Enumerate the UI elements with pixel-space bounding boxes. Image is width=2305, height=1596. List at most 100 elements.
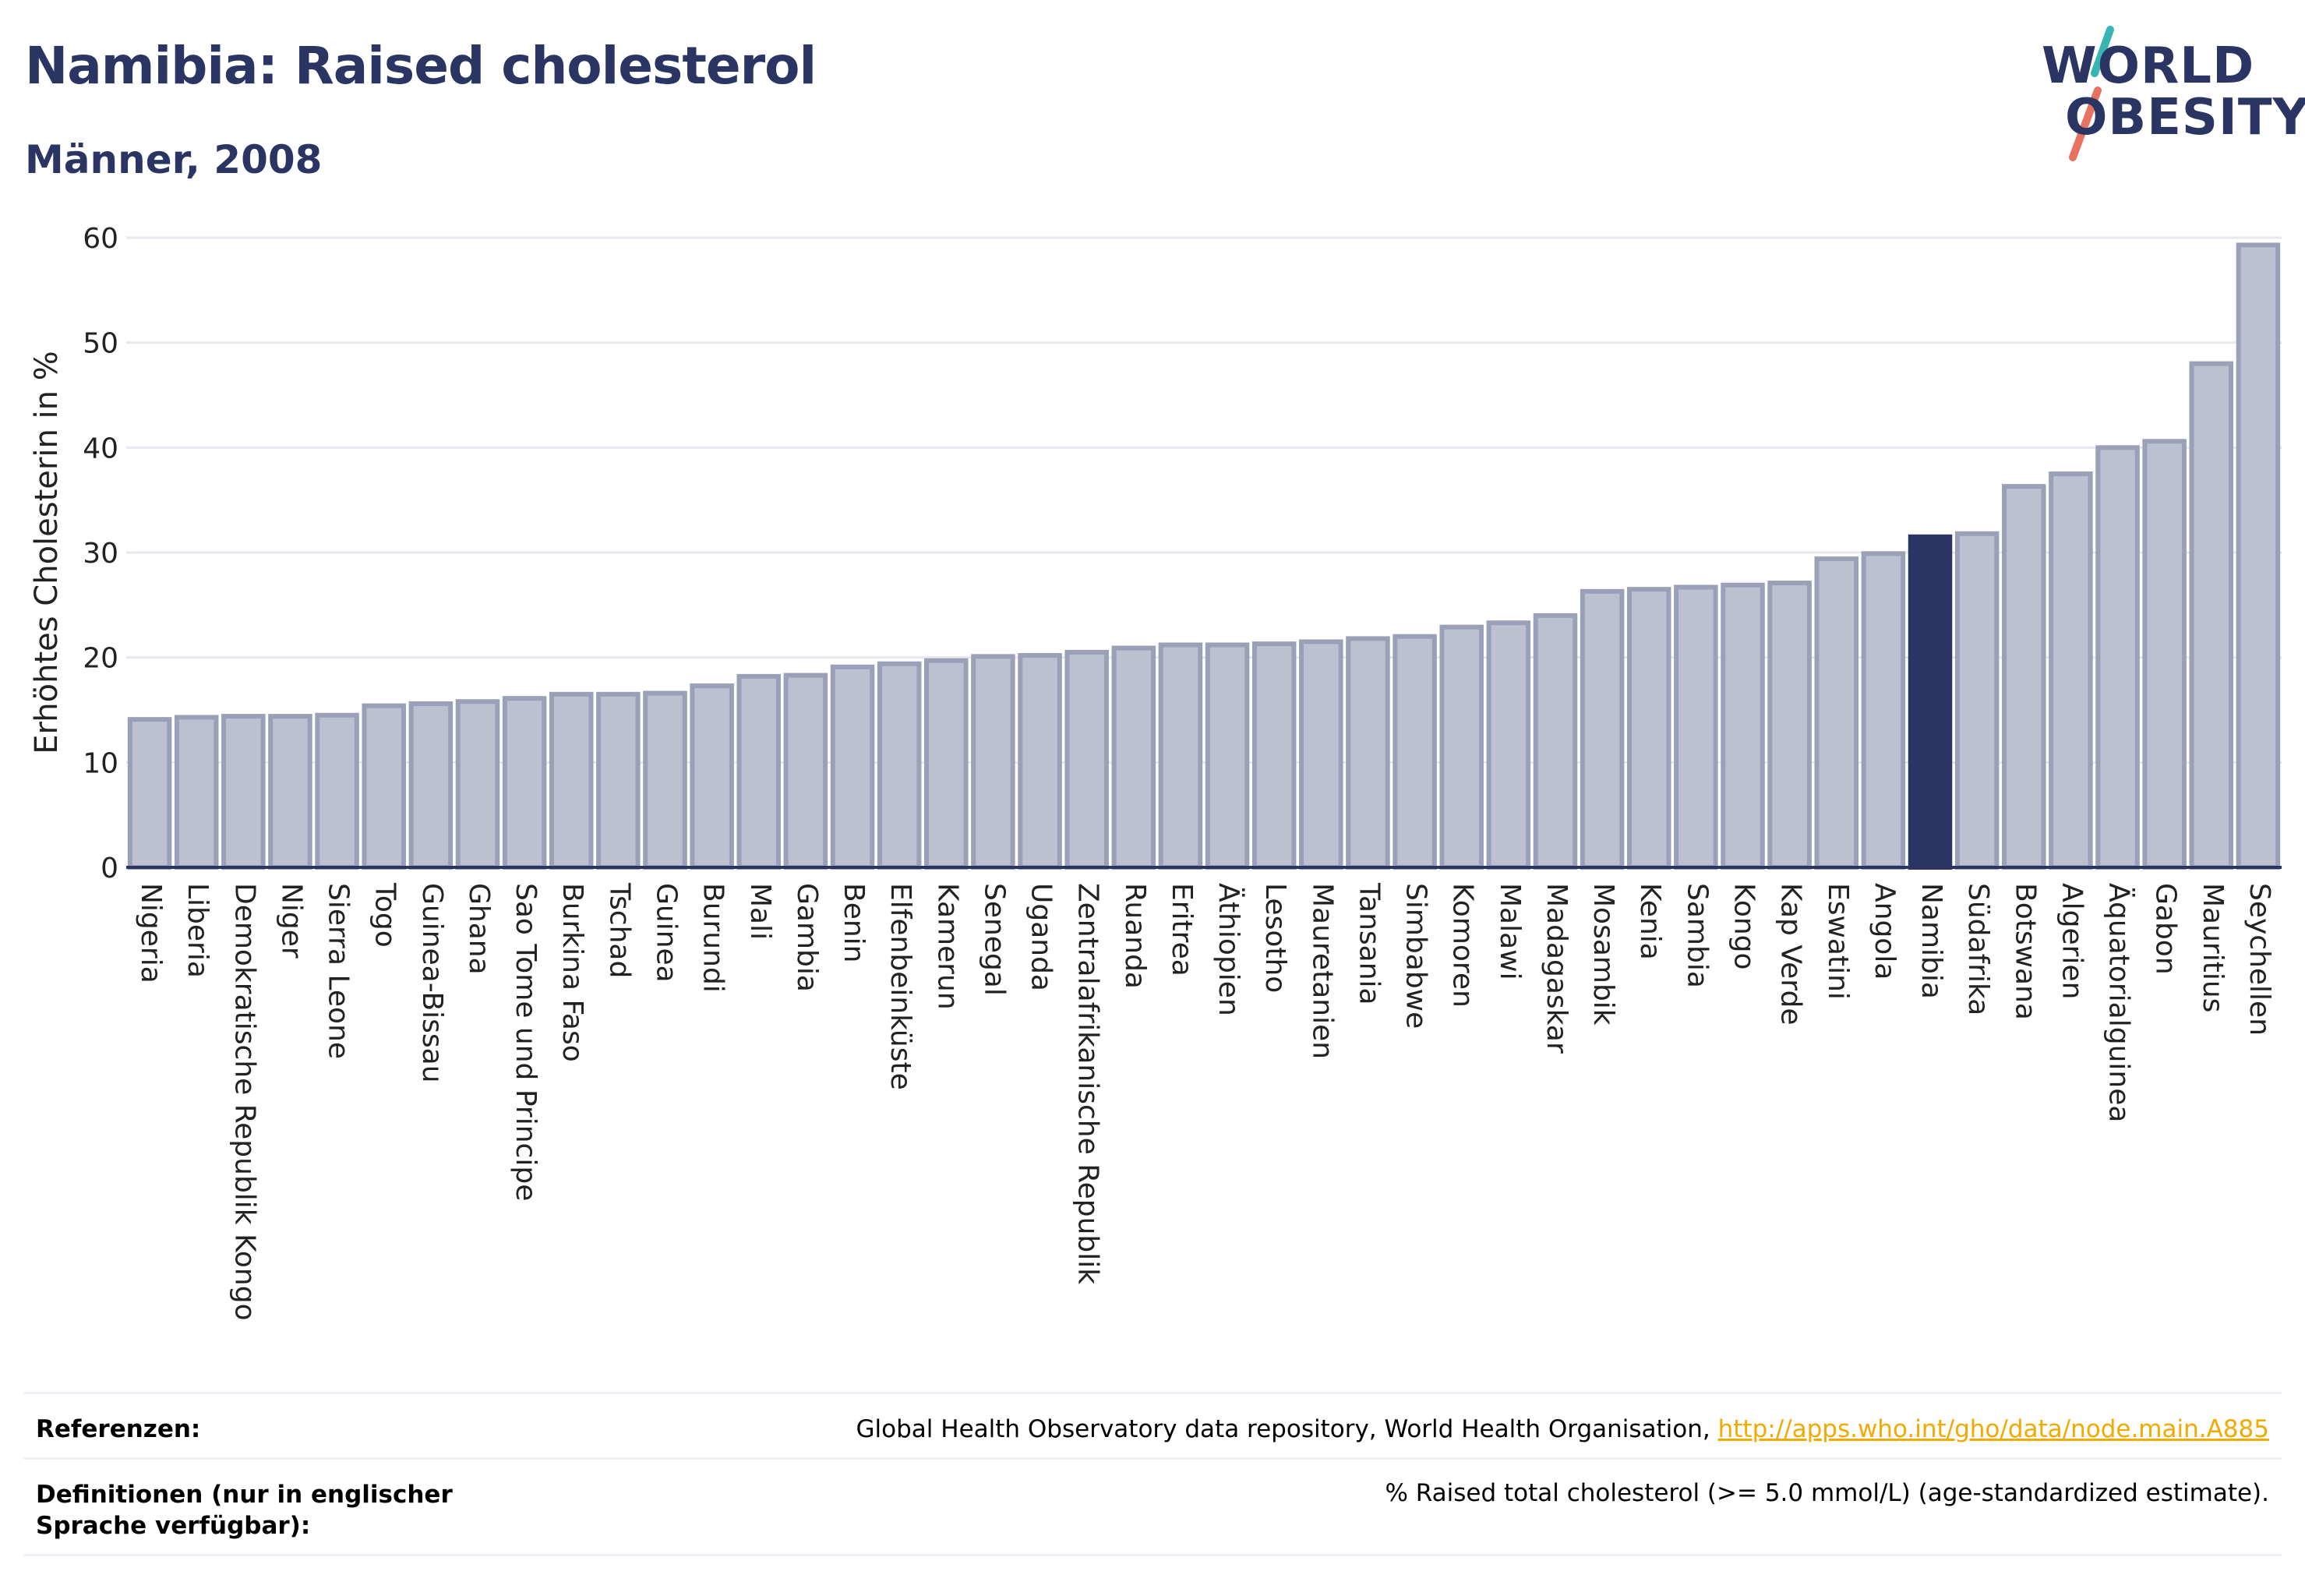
x-tick-label: Botswana [2009,883,2041,1020]
x-tick-label: Lesotho [1259,883,1291,993]
bar-sierra-leone[interactable] [315,712,359,870]
bar-kap-verde[interactable] [1767,581,1812,870]
footer-divider-middle [23,1457,2282,1460]
bar-kamerun[interactable] [924,658,969,870]
y-tick-label: 30 [83,538,118,570]
bar-kongo[interactable] [1721,582,1765,870]
bar-malawi[interactable] [1486,620,1531,870]
x-tick-label: Nigeria [135,883,167,983]
references-source: Global Health Observatory data repositor… [856,1415,1718,1443]
logo-slash-icon [2069,26,2114,161]
x-tick-label: Mauritius [2197,883,2229,1012]
references-link[interactable]: http://apps.who.int/gho/data/node.main.A… [1717,1415,2269,1443]
bar-südafrika[interactable] [1954,531,2000,870]
x-tick-label: Burundi [697,883,729,993]
bar-ghana[interactable] [455,699,500,870]
bar-eswatini[interactable] [1814,556,1859,870]
bar-madagaskar[interactable] [1533,613,1578,870]
bar-seychellen[interactable] [2236,242,2281,870]
bar-burundi[interactable] [690,683,734,870]
x-tick-label: Sierra Leone [323,883,355,1059]
x-tick-label: Togo [369,882,401,948]
x-tick-label: Ghana [463,883,495,975]
x-tick-label: Angola [1869,883,1901,980]
definitions-text: % Raised total cholesterol (>= 5.0 mmol/… [1385,1479,2269,1507]
x-tick-label: Südafrika [1962,883,1994,1015]
logo-line1: WORLD [2042,37,2255,95]
x-tick-label: Algerien [2056,883,2088,999]
logo-line2: OBESITY [2065,89,2305,147]
bar-guinea[interactable] [643,690,687,870]
x-tick-label: Burkina Faso [556,883,588,1062]
bar-eritrea[interactable] [1158,642,1203,870]
bar-simbabwe[interactable] [1393,634,1437,870]
x-tick-label: Niger [275,883,307,959]
bar-liberia[interactable] [174,715,219,870]
bar-uganda[interactable] [1018,652,1062,870]
bar-komoren[interactable] [1439,624,1484,870]
x-tick-label: Guinea [651,883,683,983]
x-tick-labels: Nigeria Liberia Demokratische Republik Kon… [135,882,2275,1321]
bar-kenia[interactable] [1626,587,1671,870]
bar-mauretanien[interactable] [1299,639,1343,870]
bar-lesotho[interactable] [1251,641,1297,870]
bar-senegal[interactable] [971,654,1015,870]
bar-gabon[interactable] [2142,439,2187,870]
bar-gambia[interactable] [783,673,828,870]
bar-burkina-faso[interactable] [549,691,594,870]
x-tick-label: Äthiopien [1213,883,1245,1016]
x-tick-label: Sao Tome und Principe [510,883,542,1201]
x-tick-label: Malawi [1494,883,1526,980]
bar-botswana[interactable] [2002,484,2046,870]
bars [127,242,2281,870]
definitions-label: Definitionen (nur in englischer Sprache … [36,1481,453,1540]
bar-benin[interactable] [830,664,875,870]
bar-demokratische-republik-kongo[interactable] [221,714,266,870]
x-tick-label: Liberia [182,883,214,978]
bar-namibia[interactable] [1908,534,1953,870]
x-tick-label: Guinea-Bissau [416,883,448,1083]
bar-mauritius[interactable] [2189,361,2234,870]
bar-sambia[interactable] [1674,584,1718,870]
bar-chart: 0 10 20 30 40 50 60 Nigeria Liberia Demokratisch… [29,223,2282,1321]
bar-guinea-bissau[interactable] [408,701,454,870]
bar-tschad[interactable] [596,691,641,870]
bar-nigeria[interactable] [127,717,172,870]
y-tick-labels: 0 10 20 30 40 50 60 [83,223,118,885]
bar-mali[interactable] [736,673,782,870]
x-tick-label: Mosambik [1587,883,1619,1026]
y-tick-label: 50 [83,328,118,360]
x-tick-label: Eswatini [1822,883,1854,1000]
x-tick-label: Zentralafrikanische Republik [1072,883,1104,1284]
y-tick-label: 20 [83,643,118,675]
x-tick-label: Äquatorialguinea [2103,883,2136,1122]
bar-äquatorialguinea[interactable] [2095,445,2140,870]
references-text: Global Health Observatory data repositor… [856,1415,2269,1443]
x-tick-label: Simbabwe [1400,883,1432,1029]
y-tick-label: 60 [83,223,118,255]
x-tick-label: Kamerun [931,883,963,1010]
y-tick-label: 10 [83,747,118,779]
x-tick-label: Namibia [1915,883,1947,999]
bar-tansania[interactable] [1346,636,1390,870]
world-obesity-logo[interactable]: WORLD OBESITY [2026,23,2305,164]
x-tick-label: Tansania [1353,882,1385,1005]
x-tick-label: Kenia [1634,883,1666,960]
page-title: Namibia: Raised cholesterol [25,36,817,96]
x-tick-label: Mali [744,883,776,940]
x-tick-label: Mauretanien [1306,883,1338,1059]
bar-zentralafrikanische-republik[interactable] [1064,649,1109,870]
bar-mosambik[interactable] [1580,588,1625,870]
bar-elfenbeinküste[interactable] [877,661,922,870]
bar-ruanda[interactable] [1111,645,1156,870]
bar-togo[interactable] [362,703,406,870]
bar-angola[interactable] [1861,551,1906,870]
bar-äthiopien[interactable] [1205,642,1250,870]
bar-algerien[interactable] [2049,471,2093,870]
x-tick-label: Benin [838,883,870,962]
x-tick-label: Senegal [978,883,1010,996]
bar-sao-tome-und-principe[interactable] [502,696,547,870]
y-tick-label: 40 [83,433,118,464]
x-tick-label: Madagaskar [1541,883,1573,1054]
bar-niger[interactable] [268,714,312,870]
